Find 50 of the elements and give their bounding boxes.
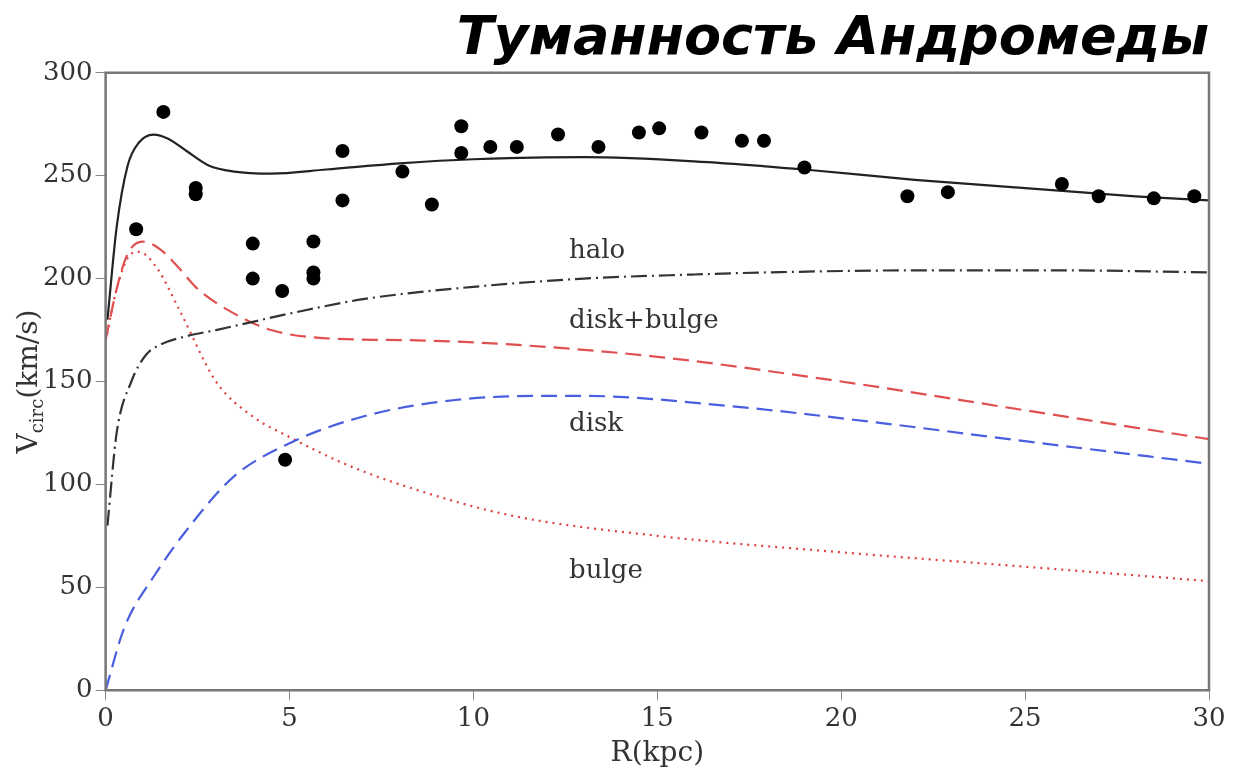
point bbox=[1187, 189, 1202, 204]
x-tick-label: 30 bbox=[1192, 701, 1226, 732]
y-tick-label: 50 bbox=[59, 570, 93, 601]
point bbox=[454, 119, 469, 134]
point bbox=[652, 121, 667, 136]
chart-title: Туманность Андромеды bbox=[456, 4, 1209, 68]
point bbox=[245, 236, 260, 251]
x-tick-label: 25 bbox=[1008, 701, 1042, 732]
y-tick-label: 100 bbox=[42, 467, 93, 498]
point bbox=[1054, 176, 1069, 191]
y-tick-label: 250 bbox=[42, 158, 93, 189]
series-label: halo bbox=[569, 234, 626, 265]
y-tick-label: 0 bbox=[76, 672, 93, 703]
point bbox=[335, 144, 350, 158]
series-label: disk bbox=[569, 406, 624, 437]
point bbox=[756, 133, 771, 148]
point bbox=[278, 452, 293, 467]
point bbox=[306, 234, 321, 249]
point bbox=[1091, 189, 1106, 204]
point bbox=[940, 185, 955, 200]
x-tick-label: 10 bbox=[456, 701, 490, 732]
point bbox=[797, 160, 812, 175]
y-tick-label: 200 bbox=[42, 261, 93, 292]
y-tick-label: 300 bbox=[42, 55, 93, 86]
point bbox=[551, 127, 566, 142]
point bbox=[591, 139, 606, 154]
series-label: bulge bbox=[569, 554, 643, 585]
point bbox=[509, 139, 524, 154]
series-label: disk+bulge bbox=[569, 304, 719, 335]
line-series bbox=[105, 240, 1209, 441]
point bbox=[454, 146, 469, 161]
point bbox=[129, 222, 144, 237]
point bbox=[275, 283, 290, 298]
x-axis-title: R(kpc) bbox=[610, 735, 705, 769]
point bbox=[631, 125, 646, 140]
x-tick-label: 5 bbox=[281, 701, 298, 732]
point bbox=[694, 125, 709, 140]
point bbox=[335, 193, 350, 208]
point bbox=[483, 139, 498, 154]
line-series bbox=[106, 269, 1209, 527]
point bbox=[245, 271, 260, 286]
point bbox=[900, 189, 915, 204]
point bbox=[734, 133, 749, 148]
x-tick-label: 15 bbox=[640, 701, 674, 732]
point bbox=[395, 164, 410, 179]
point bbox=[424, 197, 439, 212]
x-tick-label: 0 bbox=[97, 701, 114, 732]
x-tick-label: 20 bbox=[824, 701, 858, 732]
point bbox=[156, 104, 171, 119]
point bbox=[1146, 191, 1161, 206]
